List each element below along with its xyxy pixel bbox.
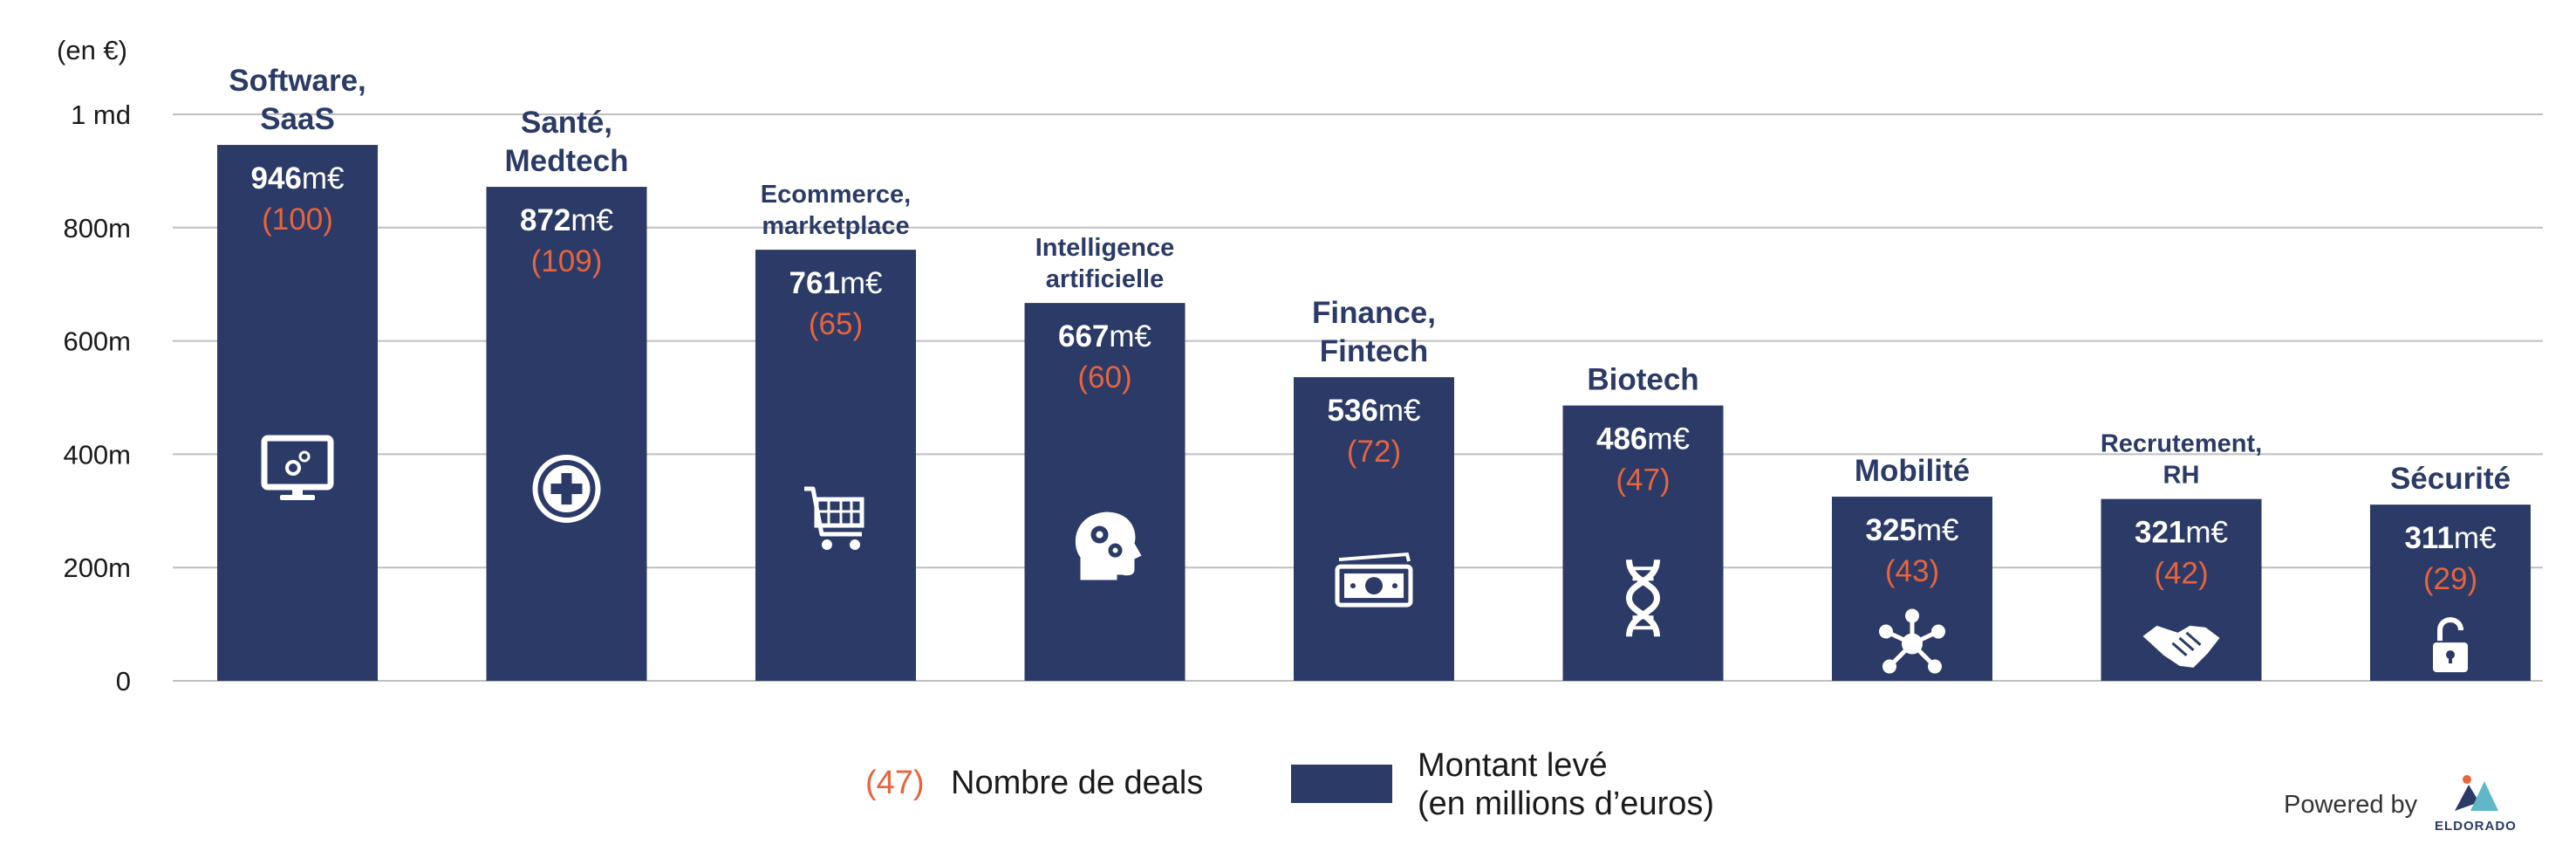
powered-by-label: Powered by	[2284, 791, 2418, 819]
category-label: Software,	[229, 64, 366, 98]
deals-label: (43)	[1885, 554, 1939, 588]
y-tick-label: 1 md	[71, 100, 131, 130]
deals-label: (72)	[1347, 435, 1401, 469]
category-label: Santé,	[521, 106, 612, 140]
y-tick-label: 800m	[63, 213, 131, 244]
bar	[1294, 377, 1454, 681]
category-label: Sécurité	[2390, 462, 2511, 496]
bar	[1024, 303, 1186, 681]
legend-amount-label-line1: Montant levé	[1418, 747, 1608, 784]
bar	[1562, 405, 1724, 681]
legend-amount-label-line2: (en millions d’euros)	[1418, 786, 1715, 822]
eldorado-brand: ELDORADO	[2435, 819, 2517, 834]
y-tick-label: 400m	[63, 439, 131, 470]
value-label: 325m€	[1865, 513, 1958, 547]
bar-group: Recrutement, RH 321m€ (42)	[2101, 430, 2262, 681]
category-label: Ecommerce,	[761, 181, 912, 209]
legend-amount-swatch	[1291, 765, 1392, 803]
bar-group: Sécurité 311m€ (29)	[2370, 462, 2531, 681]
monitor-gears-icon	[261, 435, 334, 501]
brain-gears-icon	[1075, 511, 1142, 580]
category-label: marketplace	[762, 212, 909, 240]
category-label: Biotech	[1587, 363, 1698, 397]
value-label: 946m€	[250, 161, 344, 196]
bars: Software, SaaS 946m€ (100) Santé, Medtech 872m…	[217, 64, 2531, 681]
category-label: Mobilité	[1855, 454, 1970, 488]
category-label: artificielle	[1046, 265, 1164, 293]
value-label: 761m€	[789, 266, 882, 300]
network-hub-icon	[1879, 608, 1945, 674]
category-label: Finance,	[1312, 296, 1436, 330]
bar	[486, 187, 647, 681]
medical-cross-icon	[532, 455, 601, 524]
bar-group: Intelligence artificielle 667m€ (60)	[1024, 234, 1186, 681]
unit-label: (en €)	[57, 35, 127, 65]
category-label: Recrutement,	[2101, 430, 2262, 458]
y-tick-label: 600m	[63, 326, 131, 357]
y-tick-label: 200m	[63, 553, 131, 583]
category-label: SaaS	[260, 102, 335, 136]
category-label: Intelligence	[1035, 234, 1175, 262]
deals-label: (109)	[531, 244, 603, 278]
bar-group: Ecommerce, marketplace 761m€ (65)	[755, 181, 916, 681]
bar	[755, 250, 916, 681]
bar-group: Finance, Fintech 536m€ (72)	[1294, 296, 1454, 681]
eldorado-logo-icon	[2455, 775, 2498, 811]
value-label: 536m€	[1327, 394, 1420, 428]
money-icon	[1335, 552, 1413, 607]
category-label: RH	[2163, 462, 2200, 490]
shopping-cart-icon	[804, 486, 864, 551]
legend-deals-sample: (47)	[865, 765, 925, 801]
y-tick-label: 0	[116, 666, 131, 697]
category-label: Fintech	[1320, 334, 1428, 368]
value-label: 667m€	[1058, 319, 1151, 353]
bar	[217, 145, 378, 681]
deals-label: (100)	[262, 202, 333, 237]
bar-group: Biotech 486m€ (47)	[1562, 363, 1724, 681]
bar-group: Mobilité 325m€ (43)	[1832, 454, 1992, 681]
value-label: 872m€	[520, 203, 613, 237]
handshake-icon	[2142, 625, 2220, 668]
category-label: Medtech	[505, 144, 629, 178]
bar-group: Santé, Medtech 872m€ (109)	[486, 106, 647, 681]
deals-label: (47)	[1616, 463, 1670, 498]
bar-group: Software, SaaS 946m€ (100)	[217, 64, 378, 681]
y-axis-ticks: 0 200m 400m 600m 800m 1 md	[63, 100, 131, 697]
padlock-icon	[2433, 617, 2468, 673]
value-label: 311m€	[2404, 521, 2496, 555]
legend-deals-label: Nombre de deals	[951, 765, 1204, 801]
deals-label: (65)	[809, 307, 863, 341]
deals-label: (60)	[1077, 360, 1131, 395]
value-label: 486m€	[1596, 422, 1690, 456]
dna-icon	[1625, 559, 1661, 637]
deals-label: (29)	[2423, 562, 2477, 596]
deals-label: (42)	[2154, 557, 2208, 591]
value-label: 321m€	[2135, 516, 2228, 550]
